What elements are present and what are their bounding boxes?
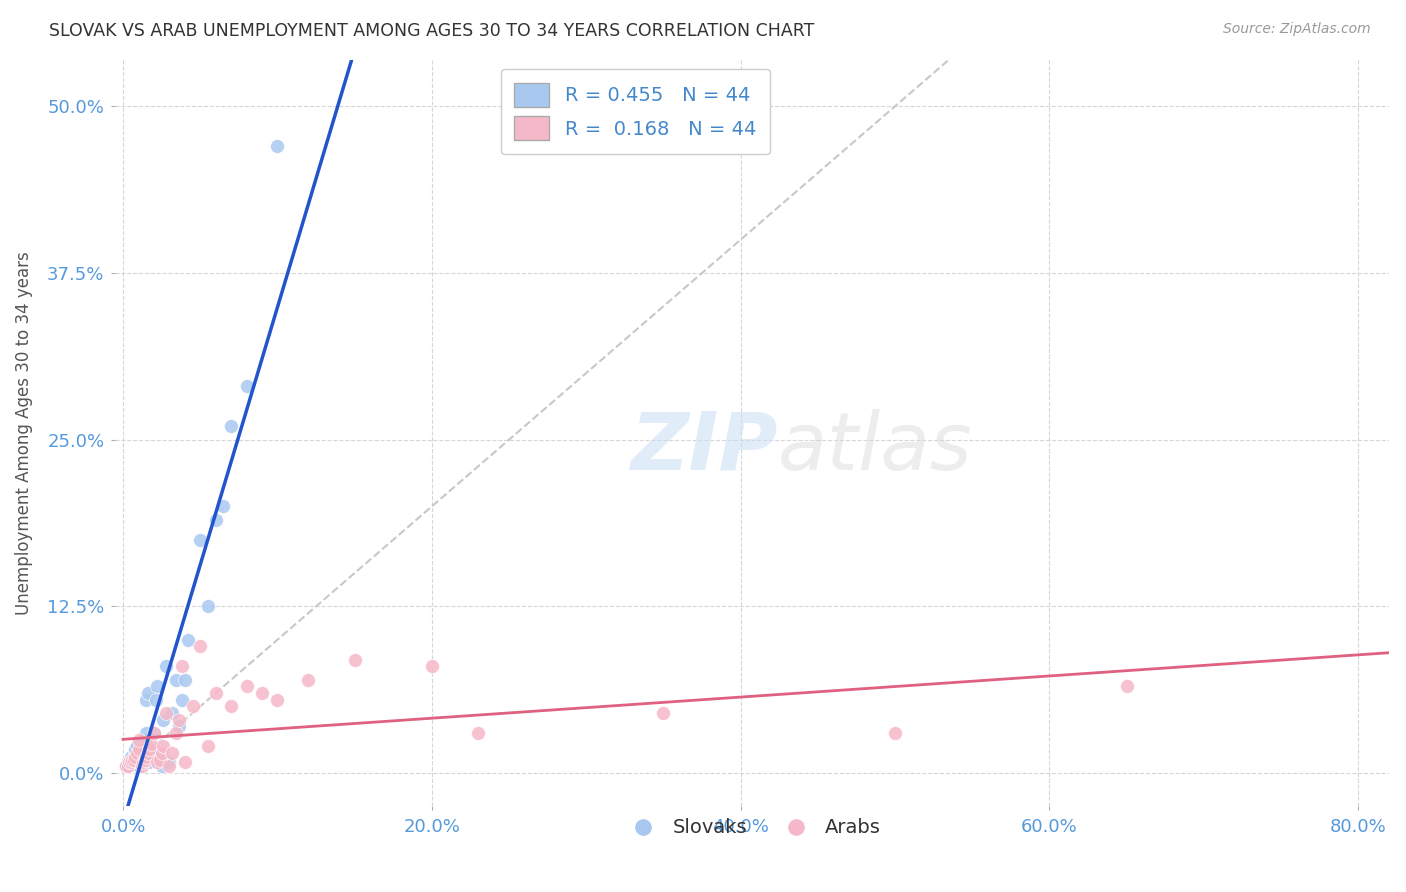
Point [120,750,142,764]
Point [134,732,156,747]
Point [157,756,180,770]
Point [1115,679,1137,693]
Point [181,699,204,714]
Point [141,746,163,760]
Point [155,659,177,673]
Point [150,759,173,773]
Point [136,746,159,760]
Point [122,753,145,767]
Point [162,746,184,760]
Text: atlas: atlas [778,409,973,487]
Point [120,753,142,767]
Point [420,659,443,673]
Point [884,726,907,740]
Point [177,632,200,647]
Point [135,750,157,764]
Point [204,513,226,527]
Point [188,533,211,547]
Point [115,759,138,773]
Point [145,692,167,706]
Point [170,692,193,706]
Point [165,726,187,740]
Point [132,737,155,751]
Text: ZIP: ZIP [630,409,778,487]
Point [165,673,187,687]
Point [125,739,148,754]
Text: Source: ZipAtlas.com: Source: ZipAtlas.com [1223,22,1371,37]
Point [266,692,288,706]
Point [149,753,172,767]
Point [121,756,143,770]
Point [138,756,160,770]
Point [212,500,235,514]
Point [125,746,148,760]
Point [250,686,273,700]
Point [121,753,143,767]
Point [652,706,675,720]
Point [143,726,166,740]
Point [343,653,366,667]
Point [167,713,190,727]
Point [134,753,156,767]
Legend: Slovaks, Arabs: Slovaks, Arabs [616,811,889,846]
Point [152,739,174,754]
Point [146,756,169,770]
Point [266,139,288,153]
Point [219,699,242,714]
Point [128,756,150,770]
Point [129,753,152,767]
Point [138,742,160,756]
Point [197,599,219,614]
Point [139,750,162,764]
Point [197,739,219,754]
Point [131,746,153,760]
Point [173,673,195,687]
Point [297,673,319,687]
Point [122,753,145,767]
Point [152,713,174,727]
Point [124,746,146,760]
Point [115,759,138,773]
Point [157,759,180,773]
Point [124,742,146,756]
Point [150,746,173,760]
Point [136,686,159,700]
Point [131,759,153,773]
Point [128,732,150,747]
Point [117,759,139,773]
Point [170,659,193,673]
Point [173,756,195,770]
Point [467,726,489,740]
Point [118,758,141,772]
Point [135,692,157,706]
Point [117,756,139,770]
Point [235,379,257,393]
Point [124,750,146,764]
Point [135,726,157,740]
Point [162,706,184,720]
Point [132,756,155,770]
Point [118,756,141,770]
Point [167,719,190,733]
Point [204,686,226,700]
Point [131,742,153,756]
Point [128,759,150,773]
Point [219,419,242,434]
Point [128,742,150,756]
Point [146,679,169,693]
Text: SLOVAK VS ARAB UNEMPLOYMENT AMONG AGES 30 TO 34 YEARS CORRELATION CHART: SLOVAK VS ARAB UNEMPLOYMENT AMONG AGES 3… [49,22,814,40]
Point [120,756,142,770]
Point [149,753,172,767]
Point [143,726,166,740]
Point [188,640,211,654]
Point [155,706,177,720]
Point [139,737,162,751]
Point [235,679,257,693]
Y-axis label: Unemployment Among Ages 30 to 34 years: Unemployment Among Ages 30 to 34 years [15,252,32,615]
